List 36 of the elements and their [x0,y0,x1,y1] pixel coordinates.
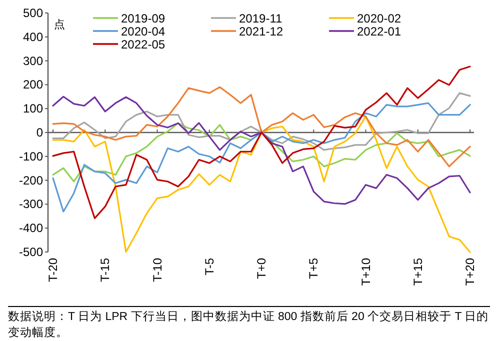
y-tick-label: -200 [18,173,44,188]
x-tick-label: T+20 [463,258,477,286]
x-tick-label: T+0 [254,258,268,280]
legend-item: 2022-05 [93,38,166,52]
y-tick-label: -300 [18,197,44,212]
y-tick-label: 300 [22,54,44,68]
y-tick-label: 0 [36,126,44,140]
y-tick-label: 200 [22,78,44,92]
x-tick-label: T+5 [306,258,321,280]
text: 数据说明：T 日为 LPR 下行当日，图中数据为中证 800 指数前后 20 个交易日相较于 T 日的变动幅度。 [8,309,490,341]
legend-item: 2020-02 [329,12,402,26]
legend-item: 2021-12 [211,24,284,38]
legend-item: 2022-01 [329,24,402,38]
x-tick-label: T+10 [358,258,373,286]
x-tick-label: T-20 [46,258,60,282]
y-tick-label: -400 [18,221,44,236]
y-tick-label: -100 [18,149,44,164]
legend-label: 2020-04 [121,24,166,38]
x-tick-label: T-10 [150,258,164,282]
legend-label: 2021-12 [239,24,284,38]
y-tick-label: 500 [22,6,44,20]
legend-label: 2022-01 [357,24,402,38]
y-axis-title: 点 [54,18,65,31]
x-tick-label: T+15 [410,258,425,286]
x-tick-label: T-5 [202,258,216,276]
legend-item: 2020-04 [93,24,166,38]
y-tick-label: -500 [18,245,44,259]
x-tick-label: T-15 [98,258,112,282]
legend-item: 2019-09 [93,12,166,26]
legend-label: 2019-09 [121,12,166,26]
y-tick-label: 100 [22,102,44,116]
legend-item: 2019-11 [211,12,282,26]
y-tick-label: 400 [22,30,44,44]
legend-label: 2020-02 [357,12,402,26]
legend-label: 2022-05 [121,38,166,52]
legend-label: 2019-11 [239,12,282,26]
